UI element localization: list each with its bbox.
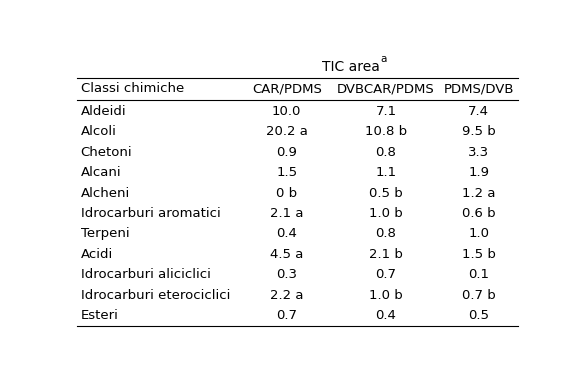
Text: 1.5: 1.5 [276, 166, 297, 179]
Text: 0.9: 0.9 [277, 146, 297, 159]
Text: 2.1 b: 2.1 b [369, 248, 403, 261]
Text: 0.8: 0.8 [375, 146, 396, 159]
Text: 0.6 b: 0.6 b [462, 207, 496, 220]
Text: 0.5: 0.5 [468, 309, 489, 322]
Text: Alcheni: Alcheni [81, 187, 130, 199]
Text: 10.8 b: 10.8 b [365, 125, 407, 138]
Text: 0.7: 0.7 [375, 268, 396, 281]
Text: 0.8: 0.8 [375, 227, 396, 240]
Text: 1.9: 1.9 [468, 166, 489, 179]
Text: 1.0 b: 1.0 b [369, 207, 403, 220]
Text: Terpeni: Terpeni [81, 227, 130, 240]
Text: 1.5 b: 1.5 b [462, 248, 496, 261]
Text: 4.5 a: 4.5 a [270, 248, 303, 261]
Text: 7.1: 7.1 [375, 105, 397, 118]
Text: Alcani: Alcani [81, 166, 121, 179]
Text: Alcoli: Alcoli [81, 125, 117, 138]
Text: 7.4: 7.4 [468, 105, 489, 118]
Text: Classi chimiche: Classi chimiche [81, 82, 184, 95]
Text: 2.1 a: 2.1 a [270, 207, 303, 220]
Text: Aldeidi: Aldeidi [81, 105, 126, 118]
Text: 0.7: 0.7 [276, 309, 297, 322]
Text: 0.1: 0.1 [468, 268, 489, 281]
Text: 0.7 b: 0.7 b [462, 289, 496, 301]
Text: 2.2 a: 2.2 a [270, 289, 303, 301]
Text: 1.2 a: 1.2 a [462, 187, 496, 199]
Text: TIC area: TIC area [321, 60, 379, 74]
Text: Esteri: Esteri [81, 309, 119, 322]
Text: 0.4: 0.4 [277, 227, 297, 240]
Text: 9.5 b: 9.5 b [462, 125, 496, 138]
Text: a: a [381, 54, 387, 64]
Text: 1.1: 1.1 [375, 166, 397, 179]
Text: 0.4: 0.4 [375, 309, 396, 322]
Text: Idrocarburi aliciclici: Idrocarburi aliciclici [81, 268, 210, 281]
Text: DVBCAR/PDMS: DVBCAR/PDMS [337, 82, 435, 95]
Text: 1.0: 1.0 [468, 227, 489, 240]
Text: 10.0: 10.0 [272, 105, 302, 118]
Text: 0.3: 0.3 [276, 268, 297, 281]
Text: PDMS/DVB: PDMS/DVB [443, 82, 514, 95]
Text: 0 b: 0 b [276, 187, 297, 199]
Text: Idrocarburi aromatici: Idrocarburi aromatici [81, 207, 220, 220]
Text: 3.3: 3.3 [468, 146, 489, 159]
Text: Idrocarburi eterociclici: Idrocarburi eterociclici [81, 289, 230, 301]
Text: 1.0 b: 1.0 b [369, 289, 403, 301]
Text: 20.2 a: 20.2 a [266, 125, 308, 138]
Text: CAR/PDMS: CAR/PDMS [252, 82, 322, 95]
Text: Chetoni: Chetoni [81, 146, 132, 159]
Text: 0.5 b: 0.5 b [369, 187, 403, 199]
Text: Acidi: Acidi [81, 248, 113, 261]
